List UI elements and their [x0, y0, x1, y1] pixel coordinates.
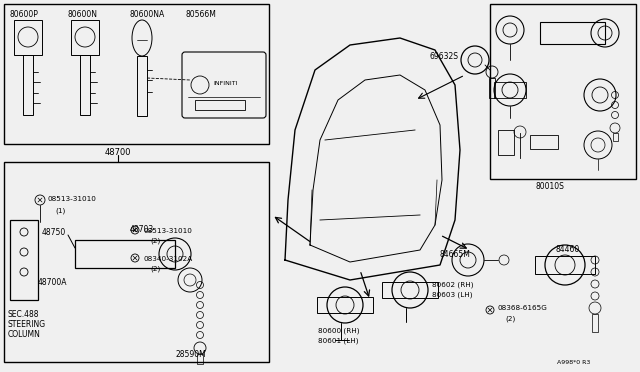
Text: 84665M: 84665M [440, 250, 471, 259]
Text: A998*0 R3: A998*0 R3 [557, 360, 590, 365]
Bar [75, 240, 175, 268]
Bar [498, 130, 514, 155]
Text: 80600 (RH): 80600 (RH) [318, 328, 360, 334]
Text: 80602 (RH): 80602 (RH) [432, 282, 474, 289]
Text: 08368-6165G: 08368-6165G [498, 305, 548, 311]
Text: 80601 (LH): 80601 (LH) [318, 338, 358, 344]
Bar [535, 256, 595, 274]
Bar [4, 4, 269, 144]
Text: 80603 (LH): 80603 (LH) [432, 292, 472, 298]
Text: SEC.488: SEC.488 [8, 310, 40, 319]
Text: 84460: 84460 [555, 245, 579, 254]
Text: 28590M: 28590M [175, 350, 205, 359]
Text: COLUMN: COLUMN [8, 330, 41, 339]
Text: 08513-31010: 08513-31010 [143, 228, 192, 234]
Text: 80600P: 80600P [10, 10, 39, 19]
Text: (2): (2) [505, 315, 515, 321]
Text: STEERING: STEERING [8, 320, 46, 329]
Text: 48703: 48703 [130, 225, 154, 234]
Bar [494, 82, 526, 98]
Text: 80600N: 80600N [68, 10, 98, 19]
Bar [195, 100, 245, 110]
Text: (1): (1) [55, 208, 65, 215]
Text: 48750: 48750 [42, 228, 67, 237]
Bar [137, 56, 147, 116]
Text: (2): (2) [150, 238, 160, 244]
Text: INFINITI: INFINITI [213, 81, 237, 86]
Bar [10, 220, 38, 300]
Bar [4, 162, 269, 362]
Text: 48700: 48700 [105, 148, 131, 157]
Bar [14, 20, 42, 55]
Text: 80566M: 80566M [185, 10, 216, 19]
Text: 48700A: 48700A [38, 278, 67, 287]
Bar [382, 282, 438, 298]
Bar [197, 354, 203, 364]
Bar [490, 4, 636, 179]
Text: 80010S: 80010S [535, 182, 564, 191]
Text: 80600NA: 80600NA [130, 10, 165, 19]
Text: (2): (2) [150, 266, 160, 273]
Bar [489, 78, 495, 98]
Bar [71, 20, 99, 55]
Bar [317, 297, 373, 313]
Text: 08340-3102A: 08340-3102A [143, 256, 192, 262]
Bar [530, 135, 558, 149]
Text: 08513-31010: 08513-31010 [48, 196, 97, 202]
Bar [592, 314, 598, 332]
Bar [80, 55, 90, 115]
Bar [23, 55, 33, 115]
Bar [540, 22, 605, 44]
Bar [613, 133, 618, 141]
Text: 69632S: 69632S [430, 52, 459, 61]
